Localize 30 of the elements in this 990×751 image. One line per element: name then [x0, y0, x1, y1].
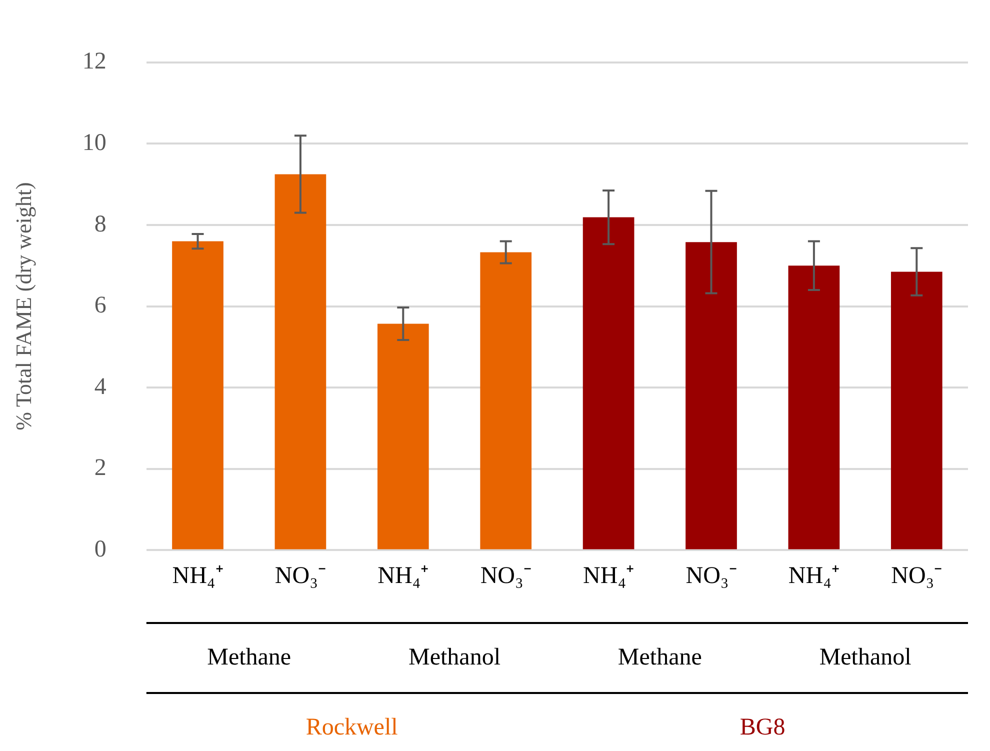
text: Rockwell: [306, 714, 398, 740]
bar: [274, 174, 326, 550]
text: Methanol: [408, 644, 501, 670]
bar: [480, 252, 532, 550]
y-tick-label: 12: [82, 48, 106, 75]
x-tick-label: NH₄⁺: [172, 562, 224, 589]
bar: [686, 242, 737, 550]
text: Methane: [207, 644, 292, 670]
y-tick-label: 6: [94, 292, 106, 319]
bar: [582, 217, 634, 550]
y-tick-label: 2: [94, 455, 106, 482]
y-tick-label: 10: [82, 130, 106, 156]
bar: [172, 241, 224, 550]
x-tick-label: NO₃⁻: [274, 562, 326, 589]
y-tick-label: 4: [94, 374, 106, 400]
x-tick-label: NO₃⁻: [891, 562, 942, 589]
text: BG8: [740, 714, 786, 740]
bar: [890, 272, 942, 550]
x-tick-label: NO₃⁻: [480, 562, 532, 589]
y-axis-title: % Total FAME (dry weight): [10, 182, 36, 430]
x-tick-label: NH₄⁺: [378, 562, 429, 589]
x-tick-label: NH₄⁺: [583, 562, 634, 589]
text: Methanol: [819, 644, 912, 670]
text: Methane: [618, 644, 702, 670]
y-tick-label: 8: [94, 211, 106, 238]
y-tick-label: 0: [94, 536, 106, 562]
bar: [788, 266, 840, 550]
x-tick-label: NH₄⁺: [788, 562, 840, 589]
x-tick-label: NO₃⁻: [686, 562, 737, 589]
bar: [377, 324, 429, 550]
